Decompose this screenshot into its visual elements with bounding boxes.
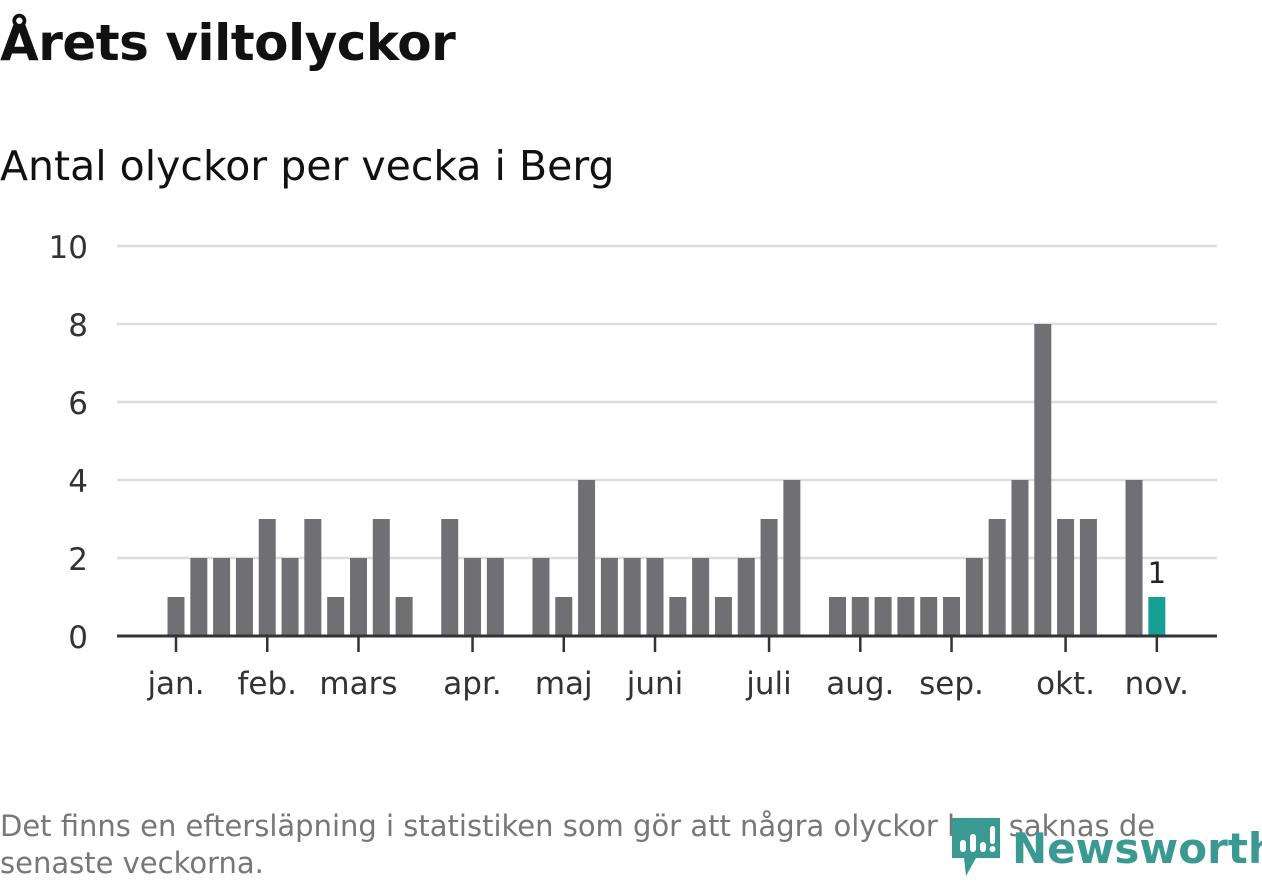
x-tick-label: apr. xyxy=(443,666,501,702)
bar xyxy=(1057,519,1075,636)
bar xyxy=(646,558,664,636)
bar xyxy=(349,558,367,636)
logo-text: Newsworthy xyxy=(1012,823,1262,873)
bar xyxy=(1079,519,1097,636)
bar xyxy=(692,558,710,636)
bar xyxy=(760,519,778,636)
bar xyxy=(532,558,550,636)
y-tick-label: 6 xyxy=(68,386,88,422)
x-tick-label: mars xyxy=(319,666,397,702)
bar xyxy=(897,597,915,636)
bar xyxy=(1125,480,1143,636)
data-label: 1 xyxy=(1148,556,1166,590)
chart-subtitle: Antal olyckor per vecka i Berg xyxy=(0,142,615,190)
bar xyxy=(258,519,276,636)
bar xyxy=(600,558,618,636)
bar xyxy=(190,558,208,636)
y-tick-label: 2 xyxy=(68,542,88,578)
bar xyxy=(828,597,846,636)
bar xyxy=(372,519,390,636)
bar xyxy=(578,480,596,636)
bar xyxy=(213,558,231,636)
bar xyxy=(1011,480,1029,636)
x-tick-label: aug. xyxy=(826,666,894,702)
bar xyxy=(281,558,299,636)
bar xyxy=(486,558,504,636)
y-tick-label: 0 xyxy=(68,620,88,656)
bar xyxy=(874,597,892,636)
bar xyxy=(943,597,961,636)
x-tick-label: sep. xyxy=(919,666,984,702)
bar xyxy=(441,519,459,636)
x-tick-label: okt. xyxy=(1036,666,1095,702)
y-tick-label: 10 xyxy=(49,230,88,266)
chart-title: Årets viltolyckor xyxy=(0,14,456,72)
y-tick-label: 4 xyxy=(68,464,88,500)
bar xyxy=(167,597,185,636)
x-tick-label: juni xyxy=(626,666,684,702)
y-tick-label: 8 xyxy=(68,308,88,344)
bar-chart: 0 2 4 6 8 10 1 jan. feb. mars apr. maj juni juli aug. s… xyxy=(49,230,1217,702)
bar xyxy=(714,597,732,636)
x-tick-label: nov. xyxy=(1125,666,1189,702)
bar xyxy=(669,597,687,636)
bar xyxy=(464,558,482,636)
bar xyxy=(395,597,413,636)
newsworthy-logo-icon xyxy=(952,818,1000,876)
x-tick-label: jan. xyxy=(146,666,204,702)
bar xyxy=(1034,324,1052,636)
bar xyxy=(555,597,573,636)
bar xyxy=(920,597,938,636)
x-tick-label: juli xyxy=(745,666,792,702)
bar xyxy=(988,519,1006,636)
bar xyxy=(737,558,755,636)
bar xyxy=(965,558,983,636)
x-tick-label: feb. xyxy=(237,666,297,702)
bar xyxy=(783,480,801,636)
x-tick-label: maj xyxy=(535,666,593,702)
bar xyxy=(235,558,253,636)
bar xyxy=(1148,597,1166,636)
bar xyxy=(623,558,641,636)
bar xyxy=(327,597,345,636)
bar xyxy=(304,519,322,636)
newsworthy-logo: Newsworthy xyxy=(952,818,1262,878)
bar xyxy=(851,597,869,636)
